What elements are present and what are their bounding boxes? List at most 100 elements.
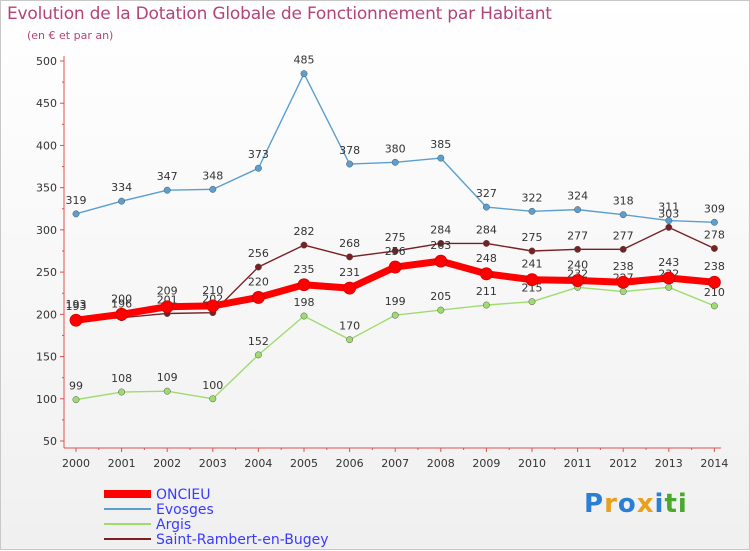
data-point (391, 311, 399, 319)
data-label: 309 (704, 202, 725, 215)
data-point (665, 283, 673, 291)
data-point (574, 206, 582, 214)
data-point (118, 197, 126, 205)
data-label: 198 (294, 296, 315, 309)
data-label: 311 (658, 201, 679, 214)
data-point (482, 203, 490, 211)
data-label: 100 (202, 379, 223, 392)
x-tick-label: 2000 (62, 457, 90, 470)
x-tick-label: 2012 (609, 457, 637, 470)
x-tick-label: 2010 (518, 457, 546, 470)
legend-label: Saint-Rambert-en-Bugey (156, 532, 329, 548)
y-tick-label: 500 (36, 55, 57, 68)
data-point (254, 164, 262, 172)
data-label: 200 (111, 292, 132, 305)
data-point (209, 185, 217, 193)
data-point (619, 245, 627, 253)
y-tick-label: 150 (36, 351, 57, 364)
data-point (346, 336, 354, 344)
data-label: 256 (385, 245, 406, 258)
data-label: 485 (294, 54, 315, 67)
x-tick-label: 2009 (472, 457, 500, 470)
data-point (163, 186, 171, 194)
data-label: 275 (385, 231, 406, 244)
data-label: 240 (567, 259, 588, 272)
data-label: 303 (658, 207, 679, 220)
data-point (619, 288, 627, 295)
logo-letter: x (636, 489, 655, 519)
data-point (437, 239, 445, 247)
data-label: 231 (339, 266, 360, 279)
y-tick-label: 250 (36, 266, 57, 279)
y-tick-label: 300 (36, 224, 57, 237)
data-label: 193 (66, 298, 87, 311)
logo-letter: o (617, 489, 637, 519)
data-point (708, 275, 721, 289)
data-point (571, 274, 584, 287)
data-point (662, 271, 676, 285)
logo-letter: r (604, 489, 618, 519)
data-label: 284 (430, 223, 451, 236)
data-label: 277 (613, 229, 634, 242)
x-tick-label: 2013 (655, 457, 683, 470)
data-point (343, 281, 357, 295)
data-label: 380 (385, 142, 406, 155)
data-point (115, 307, 128, 321)
data-label: 170 (339, 320, 360, 333)
legend-label: ONCIEU (156, 487, 211, 503)
data-point (479, 267, 493, 281)
data-label: 199 (385, 295, 406, 308)
data-point (300, 70, 308, 78)
data-point (391, 158, 399, 166)
data-point (437, 154, 445, 162)
data-point (118, 388, 126, 396)
x-tick-label: 2005 (290, 457, 318, 470)
data-label: 268 (339, 237, 360, 250)
data-point (710, 302, 718, 310)
x-tick-label: 2001 (108, 457, 136, 470)
x-tick-label: 2002 (153, 457, 181, 470)
data-label: 373 (248, 148, 269, 161)
data-point (619, 211, 627, 219)
data-label: 322 (522, 191, 543, 204)
data-label: 238 (704, 260, 725, 273)
data-label: 348 (202, 169, 223, 182)
data-point (346, 160, 354, 168)
data-point (482, 301, 490, 309)
data-point (300, 241, 308, 249)
data-label: 196 (111, 298, 132, 311)
x-tick-label: 2007 (381, 457, 409, 470)
data-point (574, 245, 582, 253)
x-tick-label: 2006 (336, 457, 364, 470)
data-point (346, 253, 354, 261)
data-point (300, 312, 308, 320)
data-point (482, 239, 490, 247)
data-point (528, 207, 536, 215)
data-point (434, 254, 448, 268)
data-point (251, 291, 265, 304)
data-label: 220 (248, 275, 269, 288)
data-label: 318 (613, 195, 634, 208)
data-label: 152 (248, 335, 269, 348)
y-tick-label: 400 (36, 139, 57, 152)
data-label: 109 (157, 371, 178, 384)
legend-label: Argis (156, 517, 191, 533)
data-label: 210 (202, 284, 223, 297)
data-point (528, 247, 536, 255)
data-point (665, 217, 673, 225)
x-tick-label: 2003 (199, 457, 227, 470)
data-label: 248 (476, 252, 497, 265)
data-label: 108 (111, 372, 132, 385)
y-tick-label: 450 (36, 97, 57, 110)
data-point (69, 313, 83, 327)
data-label: 319 (66, 194, 87, 207)
data-point (710, 218, 718, 226)
data-label: 241 (522, 258, 543, 271)
data-point (72, 396, 80, 404)
data-label: 327 (476, 187, 497, 200)
data-label: 256 (248, 247, 269, 260)
data-label: 277 (567, 229, 588, 242)
data-point (72, 210, 80, 218)
